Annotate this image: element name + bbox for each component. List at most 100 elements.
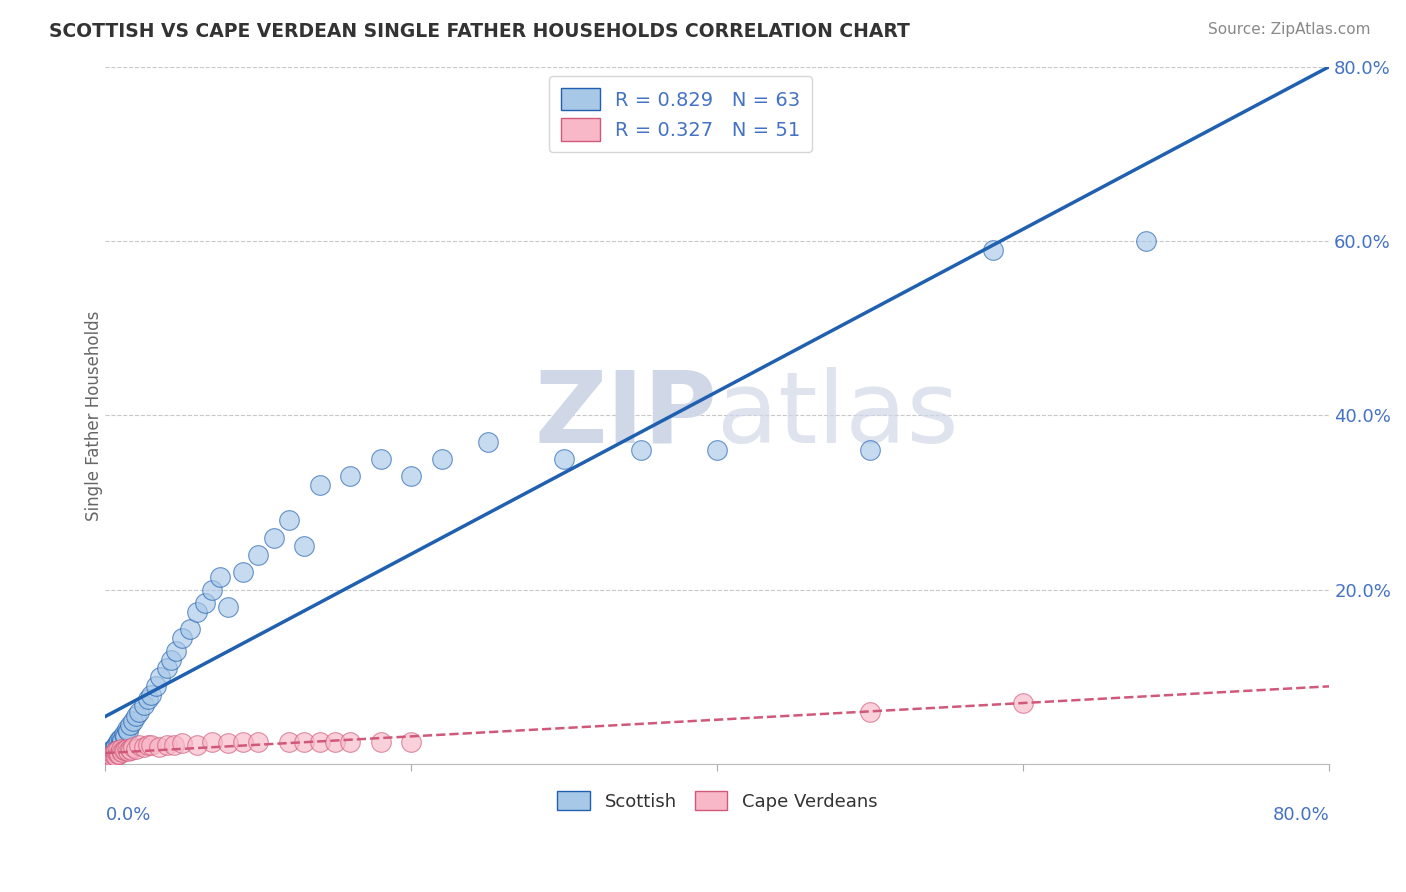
Point xyxy=(98,753,121,767)
Point xyxy=(217,736,239,750)
Point xyxy=(136,691,159,706)
Point xyxy=(145,679,167,693)
Point xyxy=(111,732,134,747)
Point xyxy=(104,739,127,754)
Point xyxy=(96,753,118,767)
Point xyxy=(110,731,132,745)
Y-axis label: Single Father Households: Single Father Households xyxy=(86,310,103,521)
Point xyxy=(112,727,135,741)
Point xyxy=(209,570,232,584)
Point xyxy=(96,756,118,770)
Point xyxy=(201,582,224,597)
Point xyxy=(194,596,217,610)
Point xyxy=(981,243,1004,257)
Point xyxy=(132,698,155,712)
Point xyxy=(105,744,128,758)
Point xyxy=(101,744,124,758)
Point xyxy=(107,735,129,749)
Point xyxy=(97,755,120,769)
Point xyxy=(96,756,118,770)
Point xyxy=(401,469,423,483)
Point xyxy=(553,452,575,467)
Point xyxy=(128,705,150,719)
Point xyxy=(97,750,120,764)
Point xyxy=(149,670,172,684)
Point xyxy=(100,747,122,761)
Point xyxy=(115,741,138,756)
Point xyxy=(232,735,254,749)
Point xyxy=(101,750,124,764)
Point xyxy=(100,750,122,764)
Legend: Scottish, Cape Verdeans: Scottish, Cape Verdeans xyxy=(550,784,884,818)
Point xyxy=(155,738,177,752)
Point xyxy=(122,739,145,754)
Point xyxy=(110,744,132,758)
Point xyxy=(108,739,131,754)
Point xyxy=(232,566,254,580)
Point xyxy=(160,652,183,666)
Point xyxy=(108,747,131,761)
Point xyxy=(104,745,127,759)
Point xyxy=(110,741,132,756)
Point xyxy=(122,714,145,728)
Point xyxy=(170,736,193,750)
Point xyxy=(165,644,187,658)
Point xyxy=(117,724,139,739)
Text: ZIP: ZIP xyxy=(534,367,717,464)
Point xyxy=(96,753,118,767)
Point xyxy=(118,741,141,756)
Point xyxy=(132,739,155,754)
Text: SCOTTISH VS CAPE VERDEAN SINGLE FATHER HOUSEHOLDS CORRELATION CHART: SCOTTISH VS CAPE VERDEAN SINGLE FATHER H… xyxy=(49,22,910,41)
Point xyxy=(278,513,301,527)
Point xyxy=(323,734,346,748)
Point xyxy=(107,741,129,756)
Point xyxy=(97,755,120,769)
Point xyxy=(107,747,129,761)
Point xyxy=(118,718,141,732)
Point xyxy=(430,452,453,467)
Point xyxy=(217,600,239,615)
Text: 80.0%: 80.0% xyxy=(1272,806,1329,824)
Point xyxy=(370,452,392,467)
Point xyxy=(100,752,122,766)
Point xyxy=(859,705,882,719)
Point xyxy=(292,735,315,749)
Point xyxy=(1012,696,1035,710)
Point xyxy=(107,743,129,757)
Point xyxy=(263,531,285,545)
Point xyxy=(120,743,142,757)
Point xyxy=(155,661,177,675)
Point xyxy=(104,747,127,761)
Point xyxy=(111,745,134,759)
Point xyxy=(105,738,128,752)
Point xyxy=(141,688,163,702)
Point xyxy=(128,738,150,752)
Point xyxy=(114,743,136,757)
Point xyxy=(186,738,208,752)
Point xyxy=(1135,234,1157,248)
Point xyxy=(125,741,148,756)
Point xyxy=(630,443,652,458)
Point xyxy=(104,748,127,763)
Point xyxy=(98,748,121,763)
Point xyxy=(186,605,208,619)
Point xyxy=(110,735,132,749)
Text: atlas: atlas xyxy=(717,367,959,464)
Point xyxy=(101,741,124,756)
Point xyxy=(401,734,423,748)
Point xyxy=(101,748,124,763)
Point xyxy=(117,744,139,758)
Point xyxy=(201,735,224,749)
Point xyxy=(105,744,128,758)
Point xyxy=(108,732,131,747)
Point xyxy=(98,750,121,764)
Point xyxy=(112,743,135,757)
Point xyxy=(136,738,159,752)
Point xyxy=(163,738,186,752)
Point xyxy=(308,478,330,492)
Point xyxy=(98,754,121,768)
Point xyxy=(370,735,392,749)
Point xyxy=(278,734,301,748)
Point xyxy=(706,443,728,458)
Point xyxy=(101,747,124,761)
